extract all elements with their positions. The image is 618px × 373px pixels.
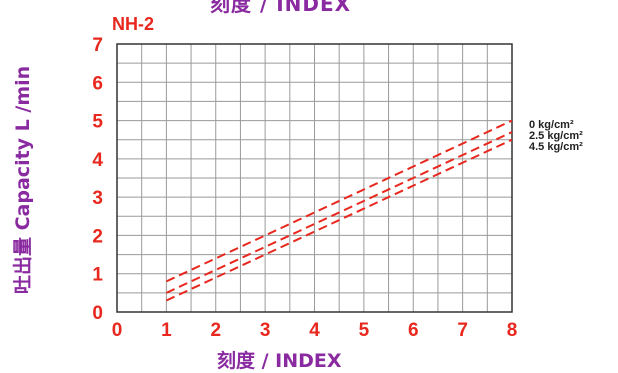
- y-tick-label: 5: [92, 112, 103, 133]
- x-tick-label: 3: [260, 320, 271, 341]
- series-line: [165, 131, 513, 294]
- y-tick-label: 0: [92, 303, 103, 324]
- plot-frame: [116, 43, 513, 313]
- x-tick-label: 4: [309, 320, 320, 341]
- y-tick-label: 6: [92, 73, 103, 94]
- x-tick-label: 2: [210, 320, 221, 341]
- series-line: [165, 138, 513, 302]
- legend-label: 2.5 kg/cm²: [529, 130, 583, 142]
- x-tick-label: 7: [457, 320, 468, 341]
- y-tick-label: 1: [92, 265, 103, 286]
- x-axis-label: 刻度 / INDEX: [217, 350, 342, 372]
- legend-label: 4.5 kg/cm²: [529, 141, 583, 153]
- top-title: 刻度 / INDEX: [210, 0, 352, 16]
- y-tick-label: 7: [92, 35, 103, 56]
- x-tick-label: 1: [161, 320, 172, 341]
- y-tick-label: 2: [92, 226, 103, 247]
- chart-title: NH-2: [112, 14, 155, 34]
- x-tick-label: 8: [507, 320, 518, 341]
- legend-label: 0 kg/cm²: [529, 119, 574, 131]
- x-tick-label: 0: [112, 320, 123, 341]
- x-tick-label: 6: [408, 320, 419, 341]
- x-tick-label: 5: [359, 320, 370, 341]
- y-tick-label: 3: [92, 188, 103, 209]
- series-line: [165, 119, 513, 283]
- y-tick-label: 4: [92, 150, 103, 171]
